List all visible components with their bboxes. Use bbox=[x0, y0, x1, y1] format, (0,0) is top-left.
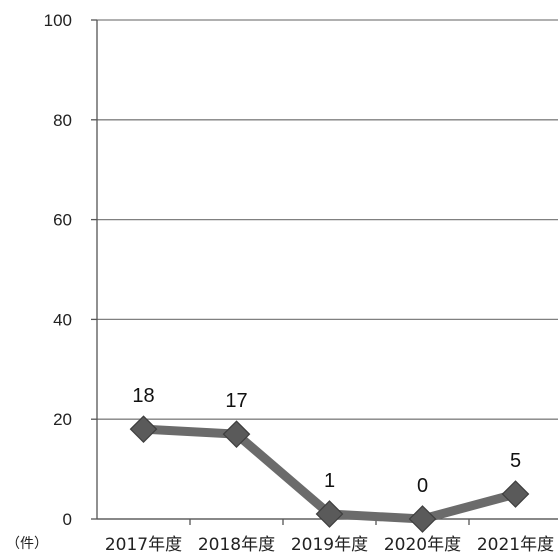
gridlines bbox=[91, 20, 558, 519]
data-label: 0 bbox=[417, 475, 428, 497]
data-point-marker bbox=[503, 481, 529, 507]
data-label: 18 bbox=[132, 385, 154, 407]
x-tick-label: 2020年度 bbox=[384, 535, 461, 554]
data-point-marker bbox=[410, 506, 436, 532]
x-tick-label: 2018年度 bbox=[198, 535, 275, 554]
x-tick-label: 2019年度 bbox=[291, 535, 368, 554]
y-tick-label: 0 bbox=[63, 510, 72, 529]
y-tick-label: 80 bbox=[53, 111, 72, 130]
x-tick-label: 2017年度 bbox=[105, 535, 182, 554]
x-tick-label: 2021年度 bbox=[477, 535, 554, 554]
data-label: 17 bbox=[225, 390, 247, 412]
data-labels: 18 17 1 0 5 bbox=[132, 385, 521, 497]
data-label: 5 bbox=[510, 450, 521, 472]
y-tick-label: 100 bbox=[44, 11, 72, 30]
y-tick-label: 40 bbox=[53, 310, 72, 329]
y-tick-label: 60 bbox=[53, 211, 72, 230]
y-axis-ticks: 0 20 40 60 80 100 bbox=[44, 11, 72, 529]
unit-label: （件） bbox=[6, 536, 48, 552]
data-point-marker bbox=[131, 416, 157, 442]
y-tick-label: 20 bbox=[53, 410, 72, 429]
data-label: 1 bbox=[324, 470, 335, 492]
